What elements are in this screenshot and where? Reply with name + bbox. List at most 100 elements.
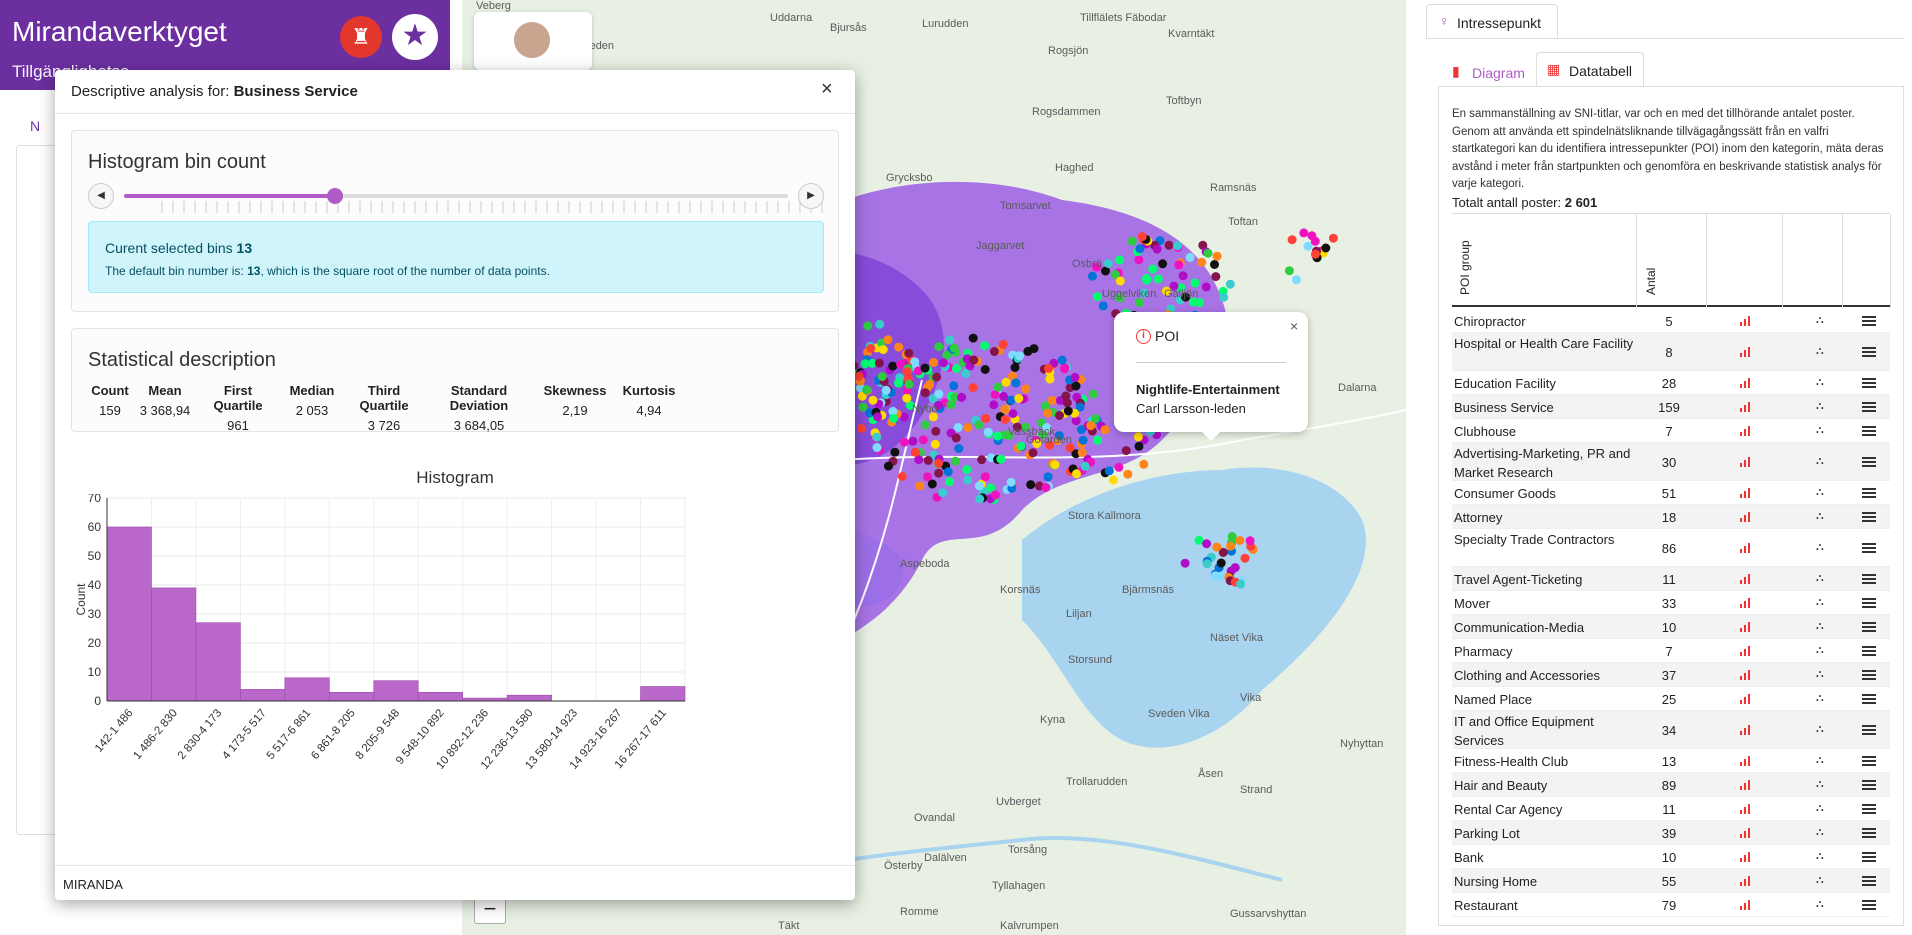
poi-marker[interactable] bbox=[953, 423, 963, 432]
poi-marker[interactable] bbox=[981, 414, 991, 423]
poi-marker[interactable] bbox=[860, 359, 870, 369]
poi-marker[interactable] bbox=[942, 350, 952, 360]
poi-marker[interactable] bbox=[1202, 539, 1212, 549]
poi-marker[interactable] bbox=[908, 436, 918, 446]
poi-marker[interactable] bbox=[1100, 425, 1110, 435]
poi-marker[interactable] bbox=[927, 479, 937, 489]
poi-marker[interactable] bbox=[902, 393, 912, 403]
list-icon[interactable] bbox=[1862, 803, 1876, 818]
poi-marker[interactable] bbox=[877, 372, 887, 381]
poi-marker[interactable] bbox=[1212, 542, 1222, 552]
bar-chart-icon[interactable] bbox=[1740, 455, 1754, 470]
poi-marker[interactable] bbox=[910, 357, 920, 367]
table-row[interactable]: Education Facility 28 ⛬ bbox=[1452, 371, 1890, 395]
hierarchy-icon[interactable]: ⛬ bbox=[1816, 400, 1824, 412]
table-row[interactable]: Mover 33 ⛬ bbox=[1452, 591, 1890, 615]
table-row[interactable]: Consumer Goods 51 ⛬ bbox=[1452, 481, 1890, 505]
poi-marker[interactable] bbox=[1121, 446, 1131, 456]
poi-marker[interactable] bbox=[1178, 271, 1188, 281]
poi-marker[interactable] bbox=[1093, 435, 1102, 445]
slider-thumb[interactable] bbox=[327, 188, 344, 204]
poi-marker[interactable] bbox=[1134, 441, 1144, 451]
poi-marker[interactable] bbox=[1299, 228, 1309, 238]
table-row[interactable]: Business Service 159 ⛬ bbox=[1452, 395, 1890, 419]
poi-marker[interactable] bbox=[980, 365, 990, 374]
poi-marker[interactable] bbox=[951, 433, 961, 443]
poi-marker[interactable] bbox=[1310, 236, 1320, 246]
user-card[interactable] bbox=[474, 12, 592, 70]
poi-marker[interactable] bbox=[1016, 441, 1026, 451]
poi-marker[interactable] bbox=[1042, 423, 1052, 432]
poi-marker[interactable] bbox=[1153, 274, 1163, 284]
poi-marker[interactable] bbox=[888, 406, 898, 416]
bar-chart-icon[interactable] bbox=[1740, 345, 1754, 360]
poi-marker[interactable] bbox=[897, 472, 907, 481]
col-poi-group[interactable]: POI group bbox=[1458, 240, 1472, 295]
hierarchy-icon[interactable]: ⛬ bbox=[1816, 826, 1824, 838]
col-antal[interactable]: Antal bbox=[1644, 267, 1658, 295]
poi-marker[interactable] bbox=[1152, 244, 1162, 254]
poi-marker[interactable] bbox=[920, 388, 930, 398]
poi-marker[interactable] bbox=[1075, 402, 1085, 412]
tab-datatabell[interactable]: ▦ Datatabell bbox=[1536, 52, 1644, 86]
poi-marker[interactable] bbox=[1001, 377, 1011, 387]
poi-marker[interactable] bbox=[1110, 270, 1120, 279]
poi-marker[interactable] bbox=[1291, 275, 1301, 285]
poi-marker[interactable] bbox=[873, 412, 883, 422]
poi-marker[interactable] bbox=[896, 359, 906, 369]
hierarchy-icon[interactable]: ⛬ bbox=[1816, 510, 1824, 522]
list-icon[interactable] bbox=[1862, 827, 1876, 842]
poi-marker[interactable] bbox=[950, 392, 960, 402]
histogram-bar[interactable] bbox=[329, 692, 375, 702]
poi-marker[interactable] bbox=[983, 427, 993, 437]
poi-marker[interactable] bbox=[963, 475, 973, 485]
poi-marker[interactable] bbox=[931, 426, 941, 436]
poi-marker[interactable] bbox=[883, 335, 893, 345]
table-row[interactable]: Advertising-Marketing, PR and Market Res… bbox=[1452, 443, 1890, 481]
poi-marker[interactable] bbox=[962, 465, 972, 475]
poi-marker[interactable] bbox=[1173, 241, 1182, 251]
poi-marker[interactable] bbox=[1008, 409, 1018, 418]
histogram-bar[interactable] bbox=[195, 622, 241, 702]
poi-marker[interactable] bbox=[974, 420, 984, 430]
list-icon[interactable] bbox=[1862, 875, 1876, 890]
poi-marker[interactable] bbox=[954, 444, 964, 453]
poi-marker[interactable] bbox=[1104, 466, 1114, 476]
poi-marker[interactable] bbox=[1236, 579, 1246, 589]
poi-marker[interactable] bbox=[923, 472, 932, 482]
poi-marker[interactable] bbox=[990, 389, 1000, 399]
poi-marker[interactable] bbox=[929, 358, 938, 367]
bar-chart-icon[interactable] bbox=[1740, 874, 1754, 889]
bar-chart-icon[interactable] bbox=[1740, 668, 1754, 683]
poi-marker[interactable] bbox=[1133, 432, 1143, 442]
poi-marker[interactable] bbox=[1070, 372, 1080, 382]
poi-marker[interactable] bbox=[862, 385, 872, 395]
hierarchy-icon[interactable]: ⛬ bbox=[1816, 455, 1824, 467]
table-row[interactable]: IT and Office Equipment Services 34 ⛬ bbox=[1452, 711, 1890, 749]
poi-marker[interactable] bbox=[884, 461, 893, 471]
poi-marker[interactable] bbox=[1197, 257, 1207, 267]
bar-chart-icon[interactable] bbox=[1740, 424, 1754, 439]
poi-marker[interactable] bbox=[866, 343, 876, 353]
poi-marker[interactable] bbox=[974, 481, 984, 491]
poi-marker[interactable] bbox=[1226, 541, 1236, 551]
poi-marker[interactable] bbox=[902, 367, 912, 377]
list-icon[interactable] bbox=[1862, 456, 1876, 471]
list-icon[interactable] bbox=[1862, 573, 1876, 588]
poi-marker[interactable] bbox=[1045, 440, 1055, 450]
poi-marker[interactable] bbox=[963, 422, 973, 432]
poi-marker[interactable] bbox=[1040, 401, 1050, 411]
poi-marker[interactable] bbox=[881, 385, 891, 395]
poi-marker[interactable] bbox=[1043, 408, 1053, 418]
poi-marker[interactable] bbox=[872, 443, 882, 452]
poi-marker[interactable] bbox=[1015, 351, 1025, 361]
left-tab[interactable]: N bbox=[30, 118, 41, 134]
poi-marker[interactable] bbox=[1101, 266, 1110, 276]
poi-marker[interactable] bbox=[1180, 558, 1190, 568]
poi-marker[interactable] bbox=[1071, 416, 1081, 426]
table-row[interactable]: Clubhouse 7 ⛬ bbox=[1452, 419, 1890, 443]
poi-marker[interactable] bbox=[1010, 363, 1020, 372]
histogram-bar[interactable] bbox=[106, 526, 152, 702]
poi-marker[interactable] bbox=[868, 395, 878, 405]
poi-marker[interactable] bbox=[1020, 422, 1030, 432]
